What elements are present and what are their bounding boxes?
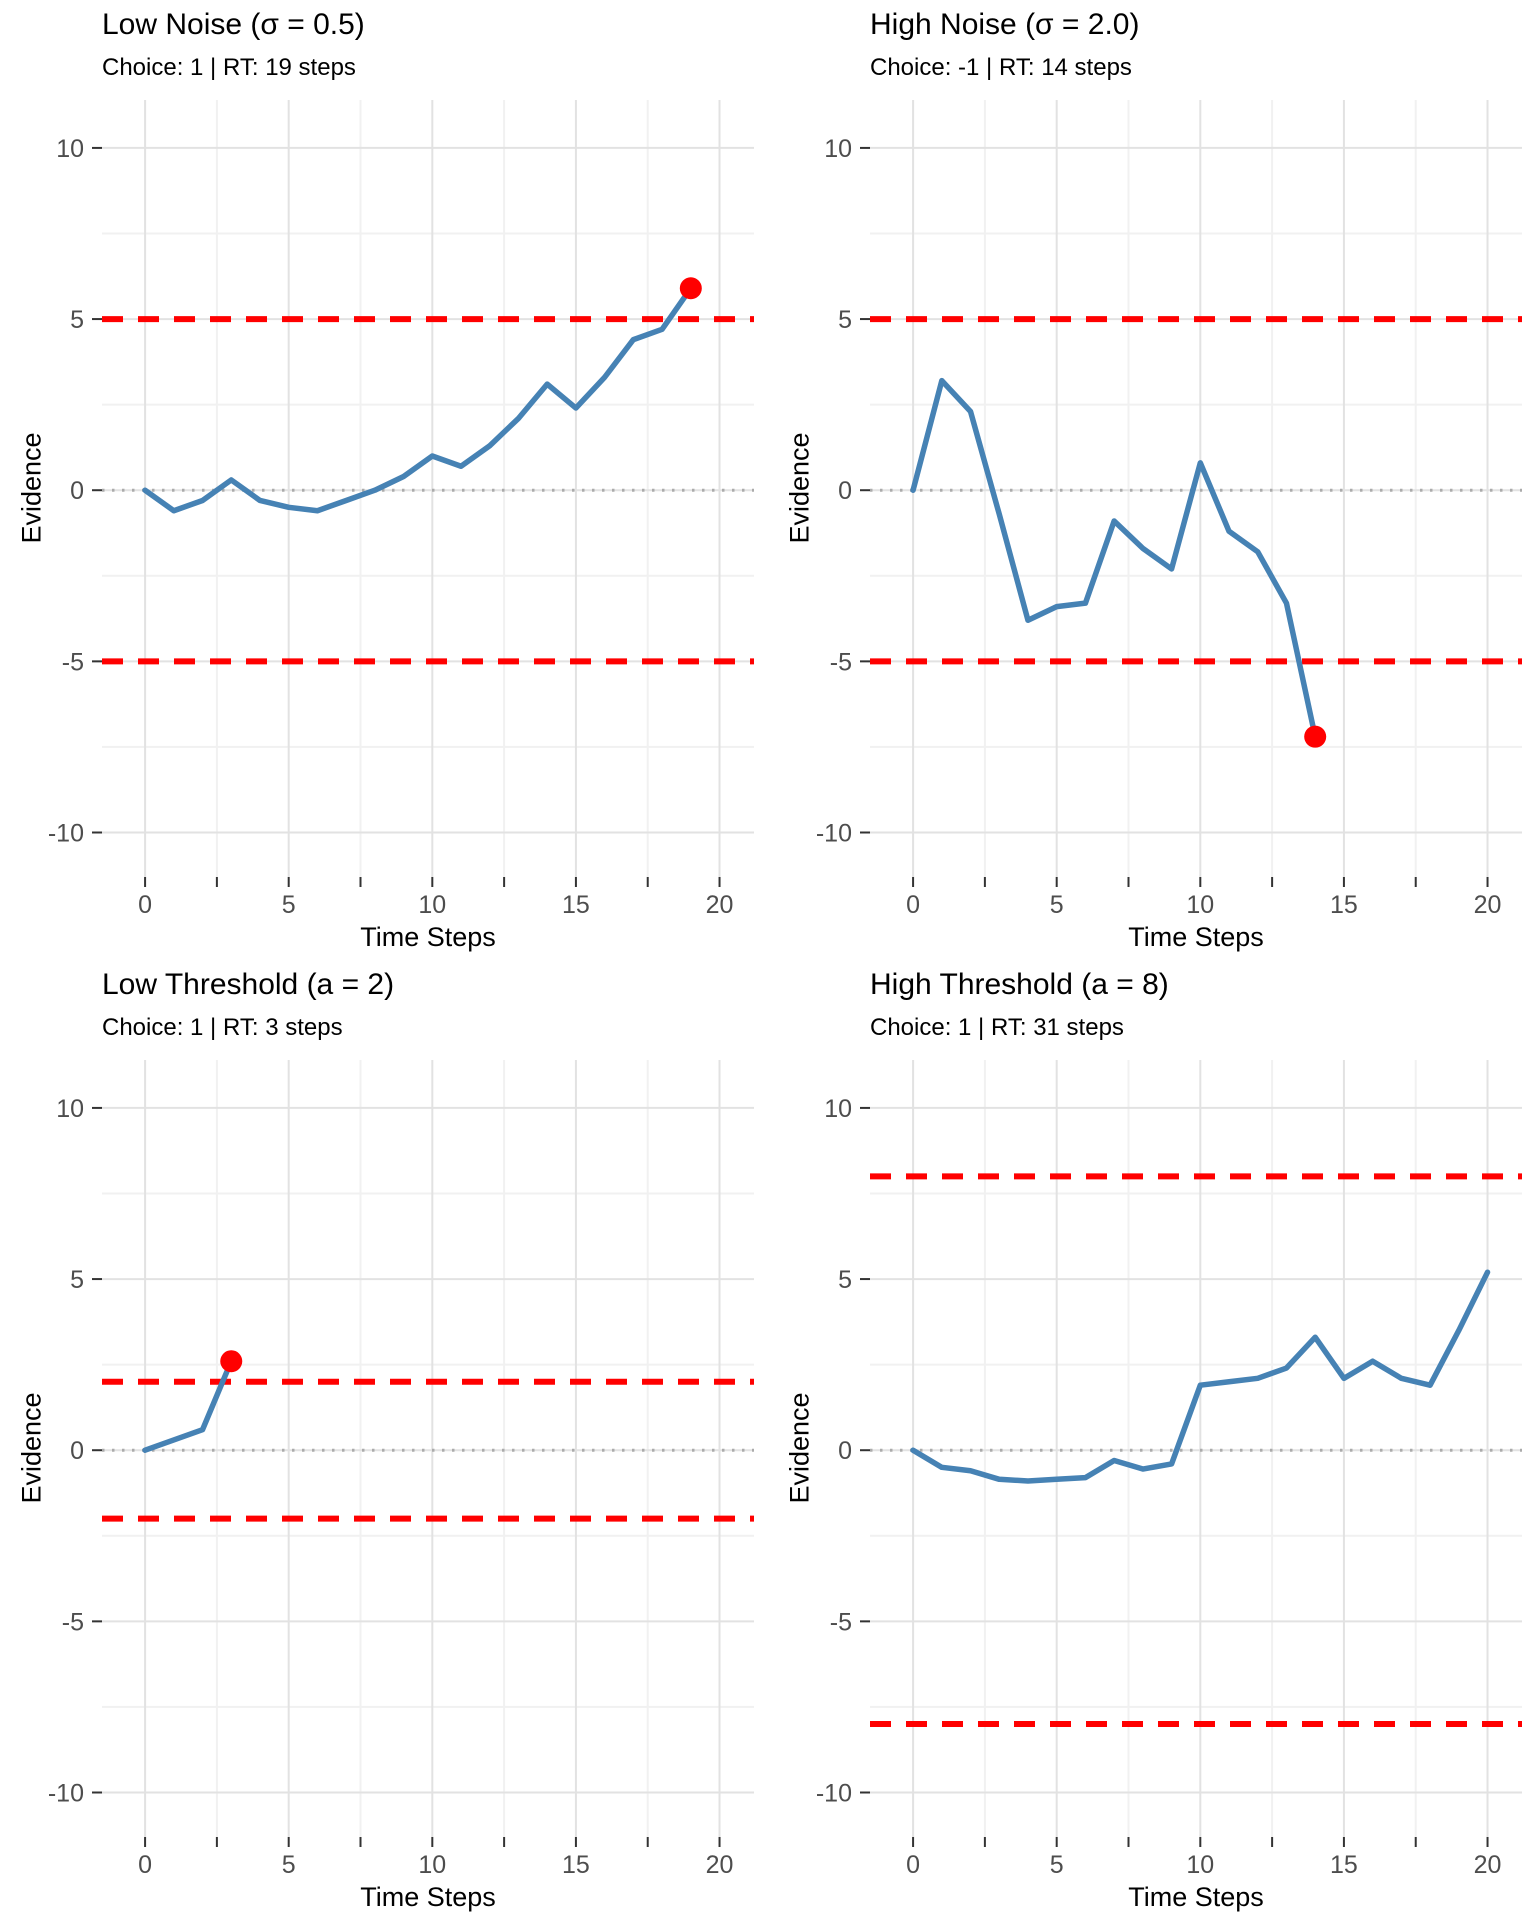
svg-text:15: 15 [562,1851,590,1879]
y-axis-label: Evidence [784,1392,815,1504]
svg-text:20: 20 [706,1851,734,1879]
panel-high-threshold: High Threshold (a = 8) Choice: 1 | RT: 3… [768,960,1536,1920]
panel-subtitle: Choice: -1 | RT: 14 steps [870,54,1132,81]
svg-text:5: 5 [1050,1851,1064,1879]
panel-subtitle: Choice: 1 | RT: 19 steps [102,54,356,81]
plot-low-threshold: 0 5 10 15 20 10 5 0 -5 -10 [48,1060,754,1879]
svg-text:5: 5 [282,1851,296,1879]
svg-text:15: 15 [1330,891,1358,919]
y-axis-label: Evidence [784,432,815,544]
svg-text:5: 5 [282,891,296,919]
svg-text:5: 5 [1050,891,1064,919]
svg-text:-10: -10 [48,1780,84,1808]
svg-text:20: 20 [1474,891,1502,919]
svg-text:15: 15 [1330,1851,1358,1879]
x-axis-label: Time Steps [360,1882,496,1912]
svg-text:-5: -5 [62,1608,84,1636]
panel-high-noise: High Noise (σ = 2.0) Choice: -1 | RT: 14… [768,0,1536,960]
panel-title: High Threshold (a = 8) [870,968,1169,1001]
svg-text:10: 10 [418,891,446,919]
svg-text:-10: -10 [816,1780,852,1808]
y-axis-label: Evidence [16,432,47,544]
plot-high-noise: 0 5 10 15 20 10 5 0 -5 -10 [816,100,1522,919]
x-axis-label: Time Steps [1128,1882,1264,1912]
svg-text:10: 10 [56,135,84,163]
svg-text:-5: -5 [62,648,84,676]
svg-text:-10: -10 [48,820,84,848]
svg-text:0: 0 [906,1851,920,1879]
svg-text:-5: -5 [830,648,852,676]
svg-text:0: 0 [838,477,852,505]
svg-text:10: 10 [824,1095,852,1123]
svg-text:10: 10 [418,1851,446,1879]
panel-subtitle: Choice: 1 | RT: 3 steps [102,1014,343,1041]
svg-text:10: 10 [56,1095,84,1123]
panel-title: Low Threshold (a = 2) [102,968,395,1001]
svg-text:10: 10 [1186,1851,1214,1879]
svg-text:0: 0 [906,891,920,919]
svg-text:20: 20 [706,891,734,919]
svg-text:5: 5 [70,1266,84,1294]
panel-subtitle: Choice: 1 | RT: 31 steps [870,1014,1124,1041]
svg-text:15: 15 [562,891,590,919]
svg-text:0: 0 [838,1437,852,1465]
svg-text:10: 10 [824,135,852,163]
panel-title: High Noise (σ = 2.0) [870,8,1140,41]
svg-text:0: 0 [70,477,84,505]
panel-title: Low Noise (σ = 0.5) [102,8,365,41]
svg-text:-10: -10 [816,820,852,848]
svg-text:0: 0 [70,1437,84,1465]
svg-text:5: 5 [838,1266,852,1294]
x-axis-label: Time Steps [1128,922,1264,952]
y-axis-label: Evidence [16,1392,47,1504]
svg-text:0: 0 [138,891,152,919]
plot-low-noise: 0 5 10 15 20 10 5 0 -5 -10 [48,100,754,919]
panel-low-threshold: Low Threshold (a = 2) Choice: 1 | RT: 3 … [0,960,768,1920]
svg-text:20: 20 [1474,1851,1502,1879]
svg-text:10: 10 [1186,891,1214,919]
svg-text:0: 0 [138,1851,152,1879]
svg-text:-5: -5 [830,1608,852,1636]
svg-text:5: 5 [838,306,852,334]
panel-low-noise: Low Noise (σ = 0.5) Choice: 1 | RT: 19 s… [0,0,768,960]
x-axis-label: Time Steps [360,922,496,952]
plot-high-threshold: 0 5 10 15 20 10 5 0 -5 -10 [816,1060,1522,1879]
svg-text:5: 5 [70,306,84,334]
